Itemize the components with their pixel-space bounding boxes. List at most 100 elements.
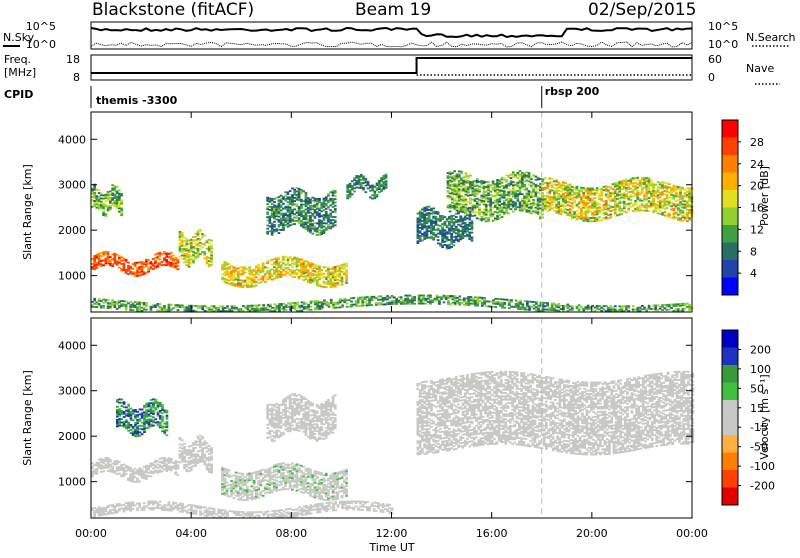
heatmap-cell [325,211,328,213]
heatmap-cell [203,251,206,253]
heatmap-cell [96,254,99,256]
heatmap-cell [120,203,123,205]
heatmap-cell [127,422,130,424]
heatmap-cell [373,296,376,298]
heatmap-cell [514,174,517,176]
heatmap-cell [567,214,570,216]
heatmap-cell [163,253,166,255]
heatmap-cell [659,213,662,215]
heatmap-cell [474,198,477,200]
heatmap-cell [471,220,474,222]
heatmap-cell [458,175,461,177]
heatmap-cell [309,199,312,201]
heatmap-cell [145,265,148,267]
heatmap-cell [636,190,639,192]
heatmap-cell [503,302,506,304]
heatmap-cell [485,191,488,193]
heatmap-cell [641,203,644,205]
heatmap-cell [188,305,191,307]
heatmap-cell [684,205,687,207]
heatmap-cell [650,308,653,310]
heatmap-cell [343,298,346,300]
heatmap-cell [478,212,481,214]
heatmap-cell [603,186,606,188]
heatmap-cell [282,203,285,205]
heatmap-cell [181,251,184,253]
heatmap-cell [423,207,426,209]
heatmap-cell [571,306,574,308]
heatmap-cell [368,298,371,300]
heatmap-cell [109,260,112,262]
heatmap-cell [421,240,424,242]
heatmap-cell [432,216,435,218]
heatmap-cell [147,472,150,474]
heatmap-cell [181,454,184,456]
heatmap-cell [659,193,662,195]
heatmap-cell [221,277,224,279]
heatmap-cell [523,189,526,191]
heatmap-cell [329,278,332,280]
heatmap-cell [616,214,619,216]
heatmap-cell [654,195,657,197]
heatmap-cell [501,182,504,184]
heatmap-cell [280,261,283,263]
heatmap-cell [426,232,429,234]
heatmap-cell [688,304,691,306]
heatmap-cell [284,213,287,215]
heatmap-cell [145,409,148,411]
heatmap-cell [652,201,655,203]
heatmap-cell [141,428,144,430]
heatmap-cell [666,304,669,306]
heatmap-cell [280,205,283,207]
heatmap-cell [271,198,274,200]
heatmap-cell [450,240,453,242]
heatmap-cell [276,307,279,309]
heatmap-cell [138,474,141,476]
heatmap-cell [600,198,603,200]
heatmap-cell [571,207,574,209]
heatmap-cell [329,268,332,270]
heatmap-cell [544,198,547,200]
heatmap-cell [309,218,312,220]
heatmap-cell [360,176,363,178]
heatmap-cell [625,181,628,183]
heatmap-cell [398,296,401,298]
heatmap-cell [494,190,497,192]
heatmap-cell [114,189,117,191]
heatmap-cell [625,305,628,307]
heatmap-cell [349,183,352,185]
heatmap-cell [668,309,671,311]
heatmap-cell [558,206,561,208]
heatmap-cell [337,303,340,305]
heatmap-cell [413,299,416,301]
heatmap-cell [596,209,599,211]
heatmap-cell [127,430,130,432]
heatmap-cell [498,217,501,219]
heatmap-cell [334,216,337,218]
heatmap-cell [376,187,379,189]
heatmap-cell [675,189,678,191]
heatmap-cell [246,276,249,278]
heatmap-cell [441,233,444,235]
heatmap-cell [284,256,287,258]
heatmap-cell [630,188,633,190]
heatmap-cell [166,410,169,412]
heatmap-cell [345,277,348,279]
heatmap-cell [120,256,123,258]
heatmap-cell [190,455,193,457]
heatmap-cell [578,216,581,218]
heatmap-cell [318,216,321,218]
heatmap-cell [603,309,606,311]
heatmap-cell [289,256,292,258]
heatmap-cell [159,306,162,308]
heatmap-cell [235,277,238,279]
heatmap-cell [567,305,570,307]
heatmap-cell [323,226,326,228]
heatmap-cell [293,262,296,264]
heatmap-cell [636,179,639,181]
heatmap-cell [329,204,332,206]
heatmap-cell [437,228,440,230]
heatmap-cell [380,177,383,179]
heatmap-cell [105,457,108,459]
heatmap-cell [537,305,540,307]
